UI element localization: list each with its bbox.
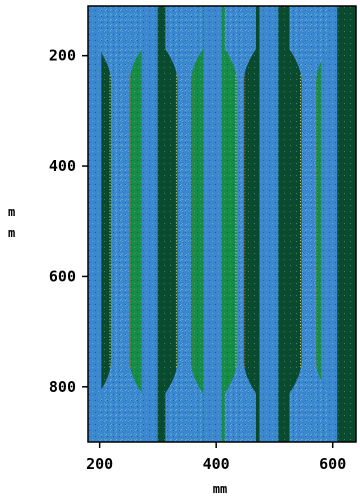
x-axis-label: mm: [213, 482, 227, 496]
x-tick-label: 600: [319, 455, 346, 473]
x-tick-label: 200: [86, 455, 113, 473]
y-axis: 200 400 600 800: [49, 47, 88, 396]
y-tick-label: 200: [49, 47, 76, 65]
y-tick-label: 400: [49, 157, 76, 175]
y-axis-label-top: m: [8, 205, 15, 219]
x-tick-label: 400: [203, 455, 230, 473]
plot-frame: [87, 5, 357, 443]
y-tick-label: 800: [49, 378, 76, 396]
y-tick-label: 600: [49, 267, 76, 285]
plot-area: [87, 5, 357, 443]
y-axis-label-bottom: m: [8, 226, 15, 240]
x-axis: 200 400 600: [86, 442, 346, 473]
speckle-overlay: [88, 6, 356, 442]
